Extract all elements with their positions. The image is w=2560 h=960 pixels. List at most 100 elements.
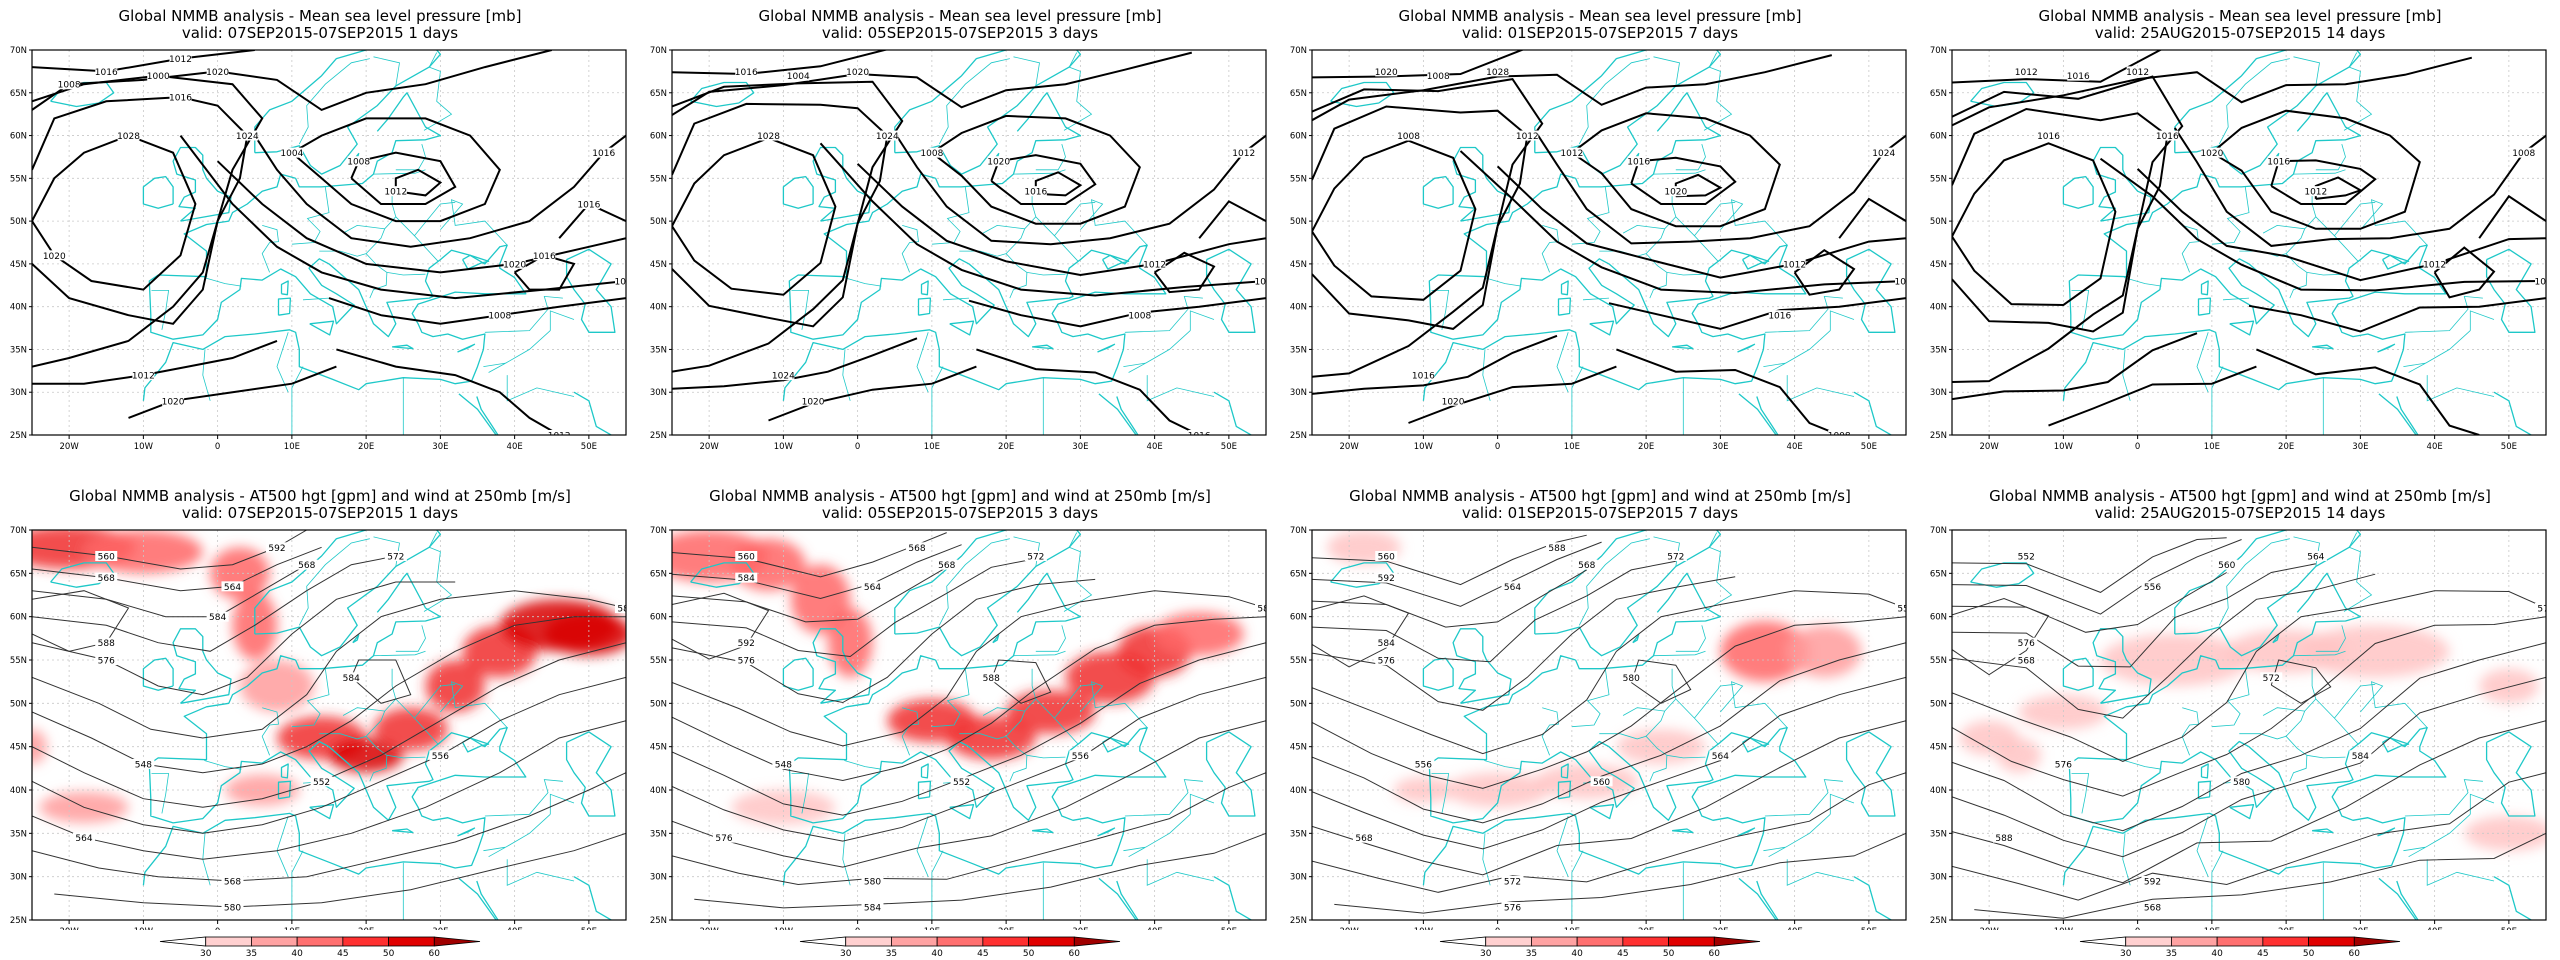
coastline <box>1330 562 1395 588</box>
contour-label-bg <box>876 130 899 141</box>
border <box>1541 707 1559 756</box>
contour-label-bg <box>147 70 170 81</box>
contour-label: 568 <box>1355 834 1372 844</box>
map-background <box>1952 50 2546 435</box>
contour-line <box>1312 334 1558 395</box>
axes: 70N 65N 60N 55N 50N 45N 40N 35N 30N 25N 20W 10W 0 10E… <box>650 526 1237 930</box>
contours <box>672 50 1266 435</box>
border <box>1571 668 1610 728</box>
border <box>291 668 330 728</box>
contour-label-bg <box>169 92 192 103</box>
contour-line <box>32 581 456 696</box>
legend-swatch <box>1485 936 1532 947</box>
coastline <box>2229 804 2255 820</box>
coastline <box>2493 391 2546 435</box>
border <box>1582 297 1610 301</box>
legend-label: 45 <box>977 949 988 959</box>
contour-label-bg <box>2215 559 2238 570</box>
legend-label: 60 <box>1069 949 1081 959</box>
contour-label: 1012 <box>548 432 571 442</box>
contour-label: 584 <box>209 613 226 623</box>
contour-label: 1016 <box>2267 158 2290 168</box>
contour-label-bg <box>206 66 229 77</box>
contour-label: 560 <box>738 553 755 563</box>
contour-line <box>2433 246 2496 299</box>
contour-label: 1024 <box>772 372 795 382</box>
contour-label-bg <box>1664 186 1687 197</box>
lat-tick-label: 30N <box>650 873 667 883</box>
border <box>1063 532 1093 612</box>
lat-tick-label: 65N <box>10 569 27 579</box>
contour-label-bg <box>1375 66 1398 77</box>
contour-label-bg <box>1486 66 1509 77</box>
contour-line <box>128 365 337 419</box>
wind-legend: 30 35 40 45 50 60 <box>159 936 481 959</box>
legend-swatch <box>2079 936 2127 947</box>
border <box>291 366 304 435</box>
border <box>440 199 508 246</box>
contour-label: 572 <box>2537 605 2554 615</box>
lon-tick-label: 10E <box>924 442 940 452</box>
wind-streak <box>373 707 448 751</box>
contour-line <box>2211 109 2421 230</box>
contour-line <box>32 564 307 618</box>
coastline <box>2396 396 2419 435</box>
border <box>2211 850 2224 920</box>
coastline <box>812 146 872 222</box>
country-borders <box>151 52 575 435</box>
contour-label-bg <box>1412 759 1435 769</box>
coastline <box>1589 320 1615 336</box>
contour-line <box>2256 348 2480 435</box>
coastline <box>573 391 626 435</box>
coastline <box>1032 344 1054 350</box>
contour-label: 568 <box>224 878 241 888</box>
border <box>1666 272 1706 276</box>
contour-label-bg <box>2052 759 2075 769</box>
border <box>2403 846 2426 858</box>
contour-line <box>672 676 1266 842</box>
coastline <box>1853 876 1906 920</box>
lat-tick-label: 25N <box>10 431 27 441</box>
contour-line <box>394 168 443 197</box>
lon-tick-label: 20W <box>1980 927 2000 930</box>
legend-label: 35 <box>246 949 257 959</box>
contour-label-bg <box>1872 147 1895 158</box>
lat-tick-label: 40N <box>650 303 667 313</box>
lat-tick-label: 55N <box>1930 174 1947 184</box>
panel-title: Global NMMB analysis - Mean sea level pr… <box>118 7 522 25</box>
contour-label: 1008 <box>347 158 370 168</box>
contour-line <box>32 96 249 368</box>
coastline <box>1422 173 1807 401</box>
lon-tick-label: 50E <box>581 442 597 452</box>
contour-label-bg <box>1575 559 1598 570</box>
contour-label: 1012 <box>2126 68 2149 78</box>
coastline <box>949 804 975 820</box>
map-area: 560 564 568 572 576 580 548 552 556 576 580 584 588 5… <box>672 530 1266 920</box>
contour-label-bg <box>987 156 1010 167</box>
contour-label-bg <box>1768 310 1791 321</box>
coastline <box>2377 343 2396 353</box>
border <box>931 668 970 728</box>
contour-label: 1020 <box>2200 149 2223 159</box>
coastline <box>2493 876 2546 920</box>
contour-label-bg <box>206 611 229 622</box>
border <box>2425 330 2471 364</box>
contour-label-bg <box>1188 430 1211 435</box>
legend-swatch <box>1531 936 1578 947</box>
lon-tick-label: 40E <box>1787 442 1803 452</box>
border <box>2262 186 2317 234</box>
lon-tick-label: 50E <box>1221 927 1237 930</box>
lon-tick-label: 10E <box>1564 442 1580 452</box>
contour-line <box>968 297 1266 328</box>
lat-tick-label: 60N <box>650 613 667 623</box>
legend-label: 60 <box>429 949 441 959</box>
border <box>1720 681 1788 728</box>
plot-frame <box>1951 49 2547 436</box>
contour-labels: 552 556 560 564 568 572 576 580 584 588 592 568 572 5… <box>1992 551 2554 914</box>
contour-line <box>32 676 626 834</box>
contour-line <box>1952 597 2050 676</box>
coastline <box>392 344 414 350</box>
legend-swatch <box>342 936 389 947</box>
lon-tick-label: 40E <box>507 442 523 452</box>
lat-tick-label: 30N <box>10 388 27 398</box>
